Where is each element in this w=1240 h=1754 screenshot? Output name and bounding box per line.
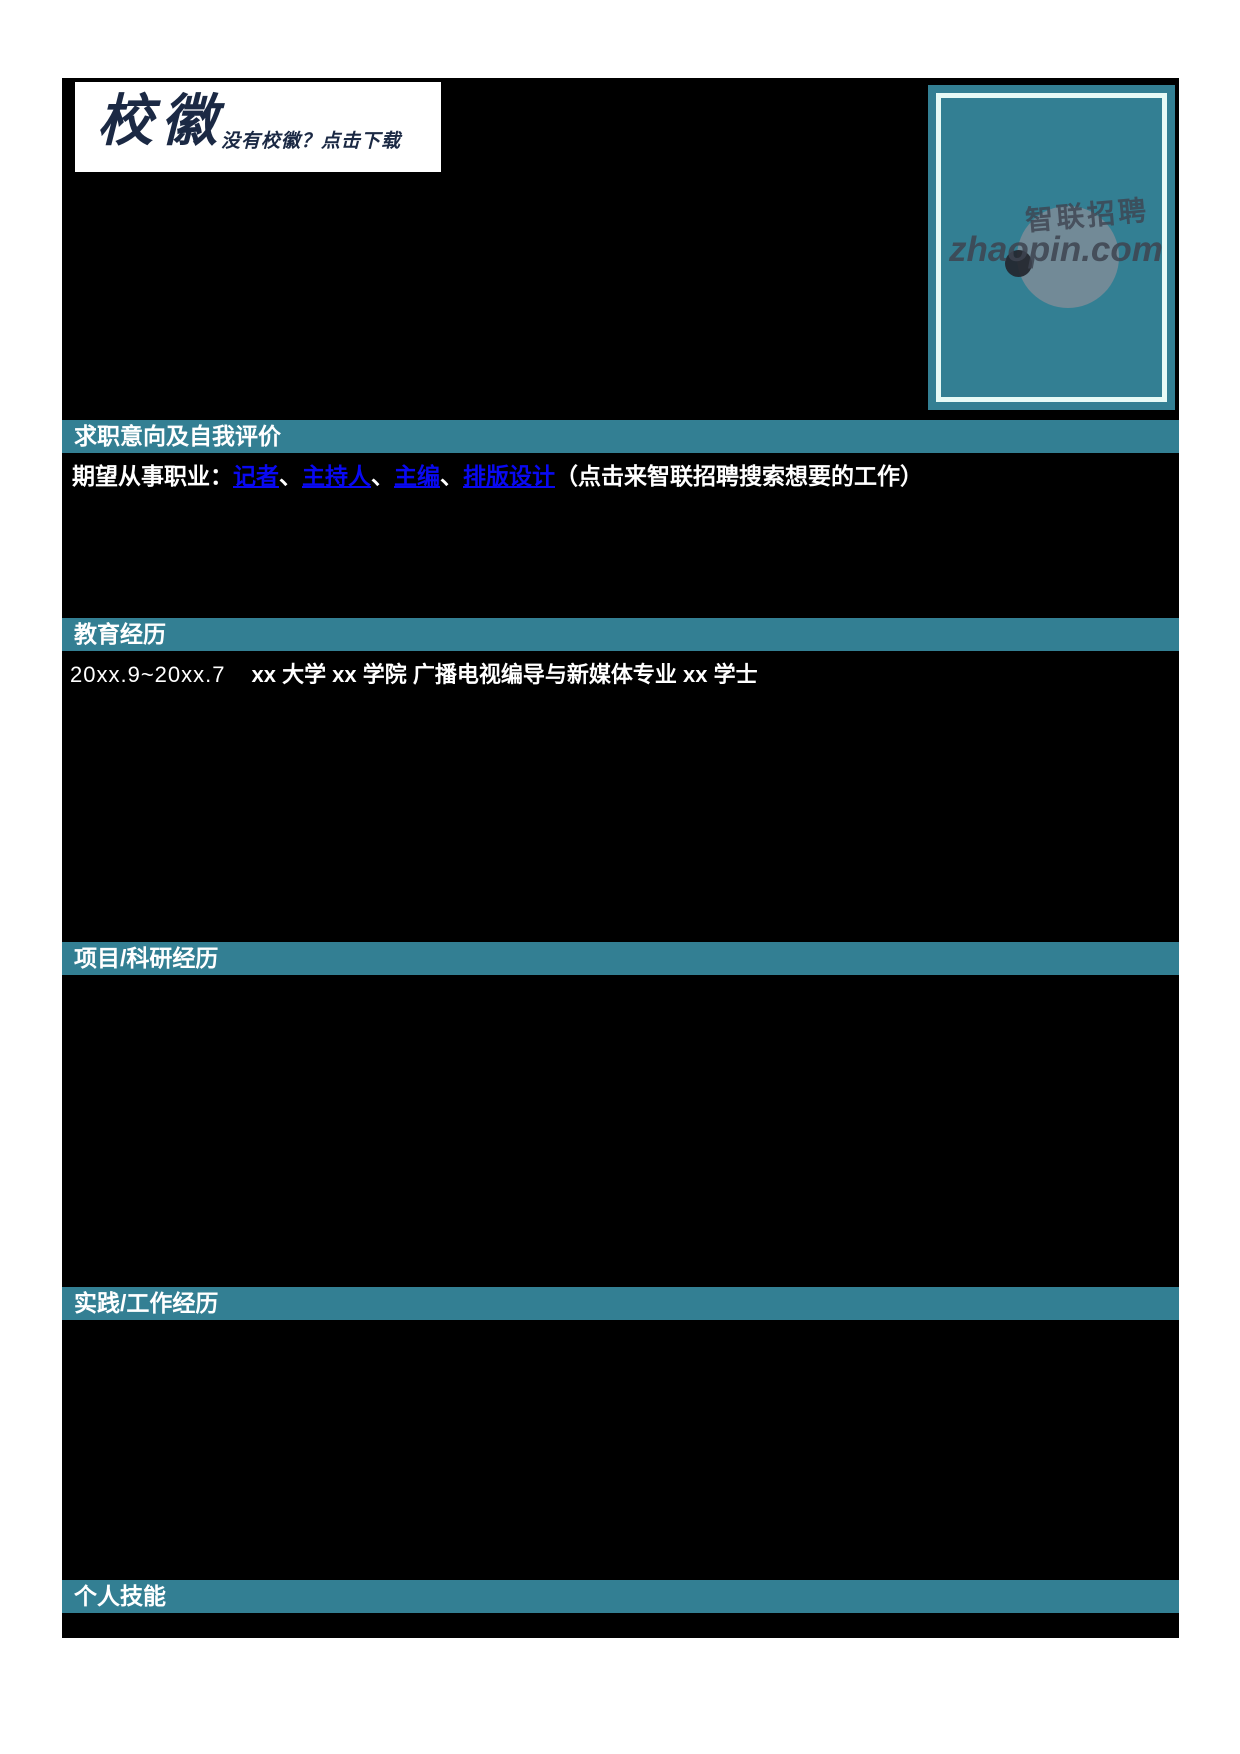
job-link-reporter[interactable]: 记者	[233, 463, 279, 489]
photo-placeholder[interactable]: 智联招聘 zhaopin.com	[928, 85, 1175, 410]
job-intention-line: 期望从事职业：记者、主持人、主编、排版设计（点击来智联招聘搜索想要的工作）	[72, 457, 923, 491]
education-period: 20xx.9~20xx.7	[70, 662, 226, 687]
education-detail: xx 大学 xx 学院 广播电视编导与新媒体专业 xx 学士	[251, 662, 758, 687]
job-link-layout-design[interactable]: 排版设计	[463, 463, 555, 489]
section-title: 项目/科研经历	[74, 945, 219, 971]
school-logo-placeholder: 校徽	[97, 88, 225, 154]
zhaopin-watermark-circle-icon	[1017, 206, 1119, 308]
separator: 、	[371, 463, 394, 489]
separator: 、	[279, 463, 302, 489]
zhaopin-watermark-sphere-icon	[1005, 250, 1032, 277]
section-title: 个人技能	[74, 1583, 166, 1609]
job-link-host[interactable]: 主持人	[302, 463, 371, 489]
resume-content-area: 校徽 没有校徽？点击下载 智联招聘 zhaopin.com 求职意向及自我评价 …	[62, 78, 1179, 1638]
section-title: 求职意向及自我评价	[74, 423, 281, 449]
school-logo-download-link[interactable]: 没有校徽？点击下载	[221, 130, 402, 152]
section-header-education: 教育经历	[62, 618, 1179, 651]
education-entry: 20xx.9~20xx.7 xx 大学 xx 学院 广播电视编导与新媒体专业 xx…	[70, 657, 758, 689]
section-header-job-intention: 求职意向及自我评价	[62, 420, 1179, 453]
job-intention-prefix: 期望从事职业：	[72, 463, 233, 489]
section-header-projects: 项目/科研经历	[62, 942, 1179, 975]
school-logo-box: 校徽 没有校徽？点击下载	[75, 82, 441, 172]
section-title: 教育经历	[74, 621, 166, 647]
photo-inner-frame: 智联招聘 zhaopin.com	[936, 93, 1167, 402]
section-header-skills: 个人技能	[62, 1580, 1179, 1613]
zhaopin-watermark-domain: zhaopin.com	[949, 230, 1163, 269]
section-title: 实践/工作经历	[74, 1290, 219, 1316]
job-intention-note: （点击来智联招聘搜索想要的工作）	[555, 463, 923, 489]
job-link-editor-in-chief[interactable]: 主编	[394, 463, 440, 489]
section-header-work-experience: 实践/工作经历	[62, 1287, 1179, 1320]
separator: 、	[440, 463, 463, 489]
